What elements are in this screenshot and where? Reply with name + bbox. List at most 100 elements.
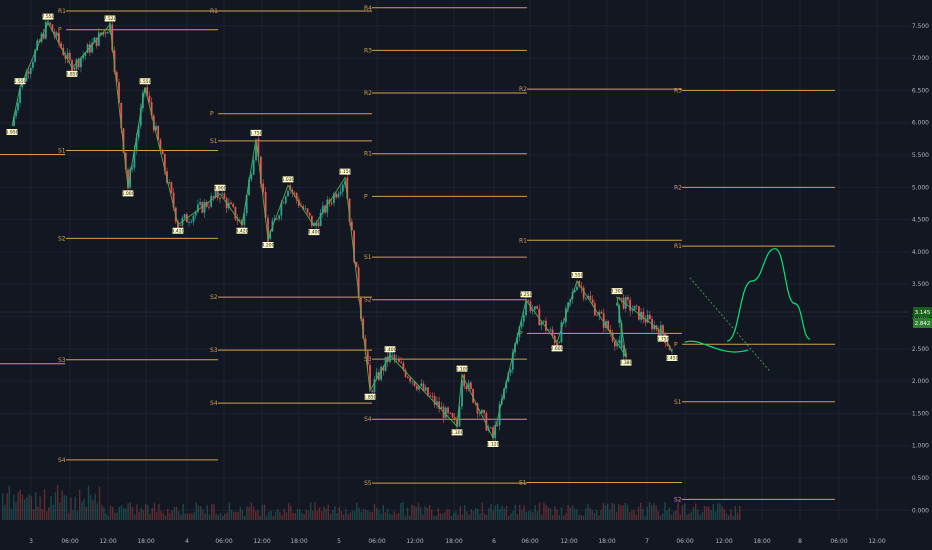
volume-bar (576, 509, 578, 520)
volume-bar (343, 514, 345, 520)
volume-bar (571, 505, 574, 520)
volume-bar (622, 505, 624, 520)
volume-bar (32, 509, 35, 520)
volume-bar (472, 510, 475, 520)
candle-body (344, 181, 346, 185)
volume-bar (382, 505, 384, 520)
candle-body (25, 71, 28, 82)
candle-body (478, 412, 481, 414)
price-tick-label: 7.500 (912, 23, 929, 30)
volume-bar (8, 485, 10, 520)
candle-body (38, 40, 41, 42)
volume-bar (68, 512, 70, 520)
pivot-label-s1: S1 (58, 148, 66, 155)
volume-bar (602, 502, 604, 520)
candle-body (489, 427, 492, 429)
pivot-label-r4: R4 (364, 5, 372, 12)
volume-bar (228, 502, 230, 520)
zigzag-label: 5.150 (339, 169, 352, 175)
volume-bar (565, 513, 567, 520)
pivot-label-s4: S4 (364, 416, 372, 423)
volume-bar (615, 511, 618, 520)
volume-bar (371, 512, 373, 520)
volume-bars (2, 485, 741, 520)
candle-body (97, 32, 100, 46)
price-tick-label: 5.500 (912, 152, 929, 159)
pivot-label-s4: S4 (58, 457, 66, 464)
volume-bar (171, 510, 173, 520)
zigzag-label: 5.950 (6, 130, 19, 136)
volume-bar (162, 513, 164, 520)
volume-bar (281, 515, 283, 520)
volume-bar (538, 502, 541, 520)
volume-bar (642, 508, 644, 520)
volume-bar (470, 509, 472, 520)
zigzag-label-box (66, 70, 78, 77)
candle-body (252, 160, 255, 175)
current-price-tags: 3.145 2.842 (913, 307, 932, 328)
volume-bar (651, 505, 653, 520)
candle-body (527, 300, 530, 302)
time-axis[interactable]: 3 06:00 12:00 18:00 4 06:00 12:00 18:00 5 06:00 12… (0, 528, 932, 550)
candle-body (47, 21, 49, 23)
volume-bar (307, 510, 310, 520)
volume-bar (4, 504, 6, 520)
volume-bar (422, 514, 424, 520)
zigzag-label-box (611, 288, 623, 295)
zigzag-label: 2.450 (666, 356, 679, 362)
candle-body (646, 314, 649, 323)
volume-bar (424, 506, 426, 520)
volume-bar (644, 515, 646, 520)
volume-bar (629, 512, 631, 520)
volume-bar (48, 507, 50, 520)
zigzag-label-box (308, 229, 320, 236)
volume-bar (413, 505, 415, 520)
candle-body (635, 305, 638, 307)
pivot-label-s2: S2 (58, 235, 66, 242)
candle-body (413, 381, 416, 386)
price-tick-label: 5.000 (912, 184, 929, 191)
candle-body (611, 333, 614, 342)
volume-bar (695, 503, 697, 520)
volume-bar (252, 506, 255, 520)
candle-body (620, 297, 623, 299)
volume-bar (123, 507, 125, 520)
volume-bar (503, 508, 505, 520)
volume-bar (340, 510, 343, 520)
price-axis[interactable]: 0.000 0.500 1.000 1.500 2.000 2.500 3.000 3.500… (910, 0, 932, 550)
volume-bar (497, 503, 499, 520)
volume-bar (244, 515, 246, 520)
volume-bar (378, 509, 380, 520)
volume-bar (536, 511, 538, 520)
time-tick-label: 18:00 (290, 538, 307, 545)
candle-body (118, 82, 120, 103)
volume-bar (701, 512, 703, 520)
volume-bar (442, 513, 444, 520)
candle-body (398, 358, 400, 363)
candle-body (438, 401, 441, 409)
candle-body (221, 193, 224, 195)
volume-bar (70, 497, 72, 520)
volume-bar (490, 503, 492, 520)
volume-bar (543, 502, 545, 520)
candle-body (596, 315, 598, 316)
volume-bar (72, 510, 74, 520)
candle-body (302, 206, 305, 210)
volume-bar (675, 510, 677, 520)
candle-body (53, 31, 56, 37)
time-tick-label: 06:00 (676, 538, 693, 545)
volume-bar (57, 485, 59, 520)
volume-bar (431, 509, 433, 520)
volume-bar (164, 515, 167, 520)
price-tag-label: 2.842 (915, 321, 931, 327)
candle-body (366, 351, 369, 366)
volume-bar (712, 503, 714, 520)
volume-bar (525, 511, 527, 520)
candle-body (582, 287, 585, 299)
candle-body (591, 299, 594, 304)
volume-bar (728, 515, 730, 520)
volume-bar (125, 508, 127, 520)
candle-body (485, 413, 488, 431)
time-tick-label: 5 (337, 538, 341, 545)
